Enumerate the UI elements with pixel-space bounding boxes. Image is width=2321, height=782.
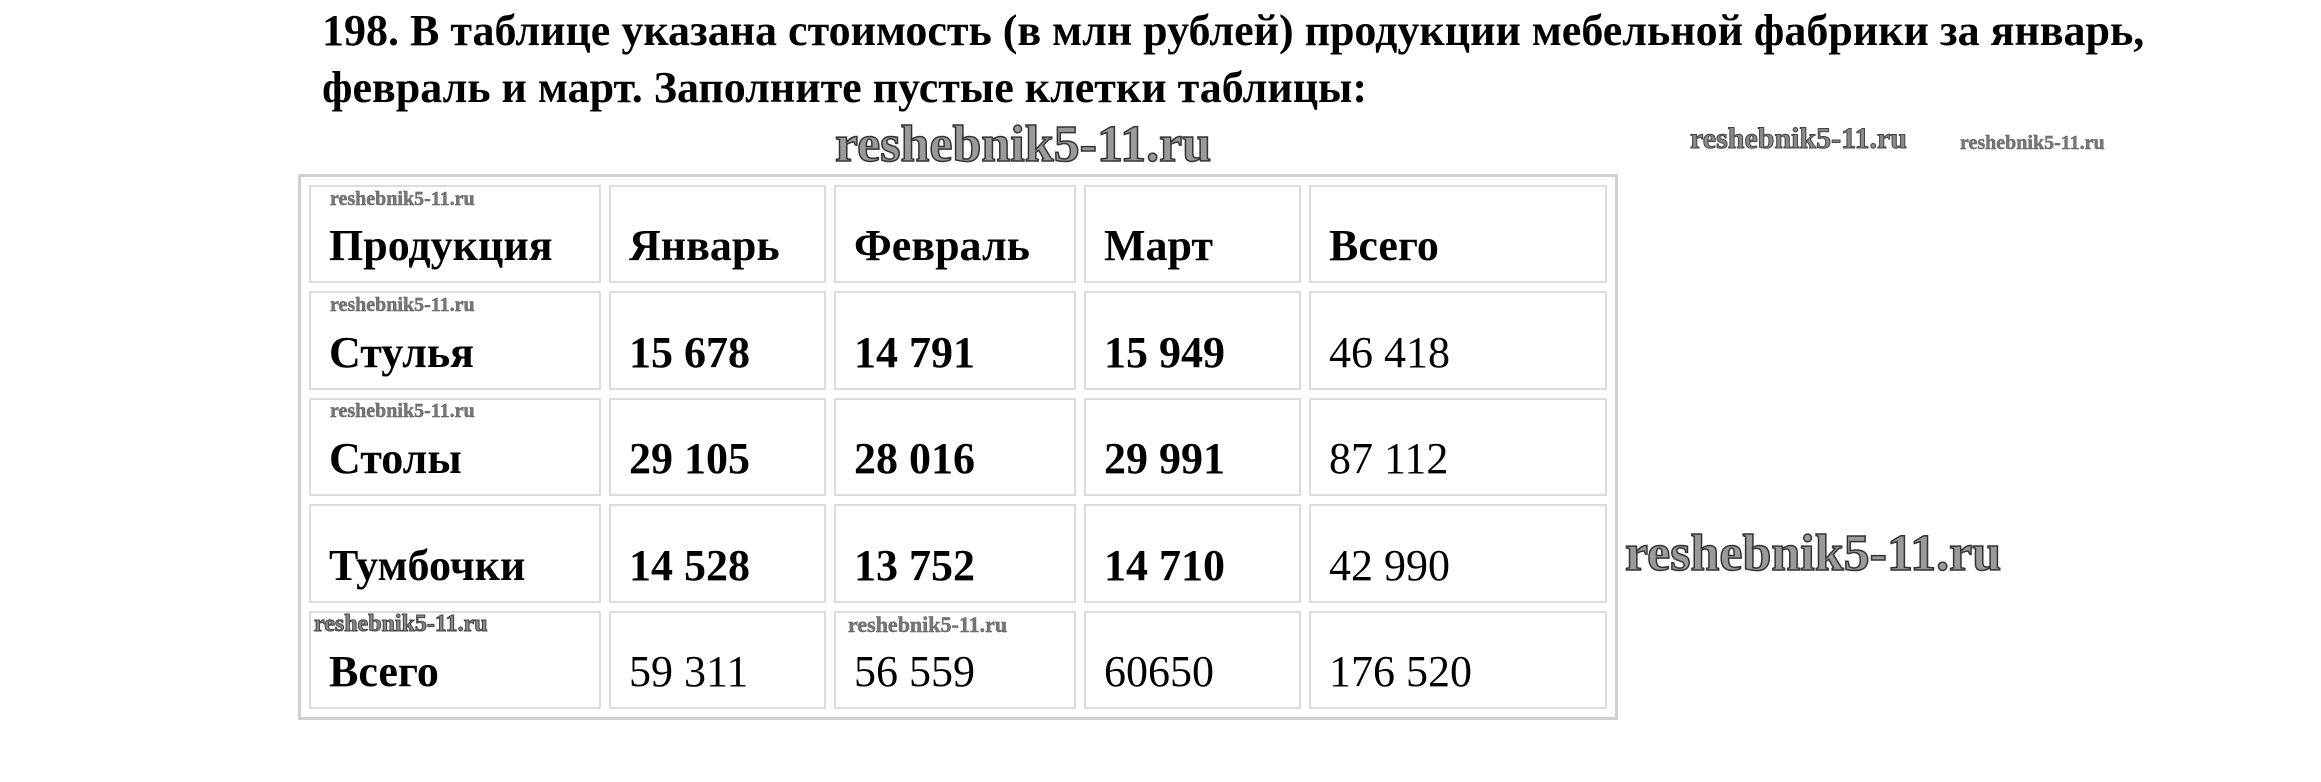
watermark: reshebnik5-11.ru xyxy=(1960,132,2105,154)
cell: 14 528 xyxy=(609,504,826,603)
cell: 46 418 xyxy=(1309,291,1607,390)
cell: 176 520 xyxy=(1309,610,1607,709)
watermark: reshebnik5-11.ru xyxy=(330,188,475,210)
table-row: Столы 29 105 28 016 29 991 87 112 xyxy=(309,397,1607,497)
watermark: reshebnik5-11.ru xyxy=(330,400,475,422)
header-cell: Продукция xyxy=(309,185,601,284)
cell: 29 105 xyxy=(609,397,826,497)
cell: 13 752 xyxy=(834,504,1076,603)
cell: 87 112 xyxy=(1309,397,1607,497)
cell: 28 016 xyxy=(834,397,1076,497)
watermark: reshebnik5-11.ru xyxy=(834,116,1212,173)
cell: Столы xyxy=(309,397,601,497)
header-cell: Всего xyxy=(1309,185,1607,284)
watermark: reshebnik5-11.ru xyxy=(1690,122,1908,156)
cell: Стулья xyxy=(309,291,601,390)
table-row: Всего 59 311 56 559 60650 176 520 xyxy=(309,610,1607,709)
cell: 60650 xyxy=(1084,610,1301,709)
cell: 56 559 xyxy=(834,610,1076,709)
watermark: reshebnik5-11.ru xyxy=(1624,524,2002,583)
table-header-row: Продукция Январь Февраль Март Всего xyxy=(309,185,1607,284)
cell: 15 949 xyxy=(1084,291,1301,390)
cell: 15 678 xyxy=(609,291,826,390)
cell: 29 991 xyxy=(1084,397,1301,497)
cell: 14 710 xyxy=(1084,504,1301,603)
header-cell: Январь xyxy=(609,185,826,284)
watermark: reshebnik5-11.ru xyxy=(330,294,475,316)
cell: 59 311 xyxy=(609,610,826,709)
header-cell: Февраль xyxy=(834,185,1076,284)
table-row: Тумбочки 14 528 13 752 14 710 42 990 xyxy=(309,504,1607,603)
cell: 42 990 xyxy=(1309,504,1607,603)
watermark: reshebnik5-11.ru xyxy=(314,610,489,637)
task-title: 198. В таблице указана стоимость (в млн … xyxy=(322,6,2145,112)
cell: Всего xyxy=(309,610,601,709)
cell: Тумбочки xyxy=(309,504,601,603)
furniture-table: Продукция Январь Февраль Март Всего Стул… xyxy=(298,174,1618,720)
table-row: Стулья 15 678 14 791 15 949 46 418 xyxy=(309,291,1607,390)
cell: 14 791 xyxy=(834,291,1076,390)
header-cell: Март xyxy=(1084,185,1301,284)
watermark: reshebnik5-11.ru xyxy=(848,612,1008,637)
